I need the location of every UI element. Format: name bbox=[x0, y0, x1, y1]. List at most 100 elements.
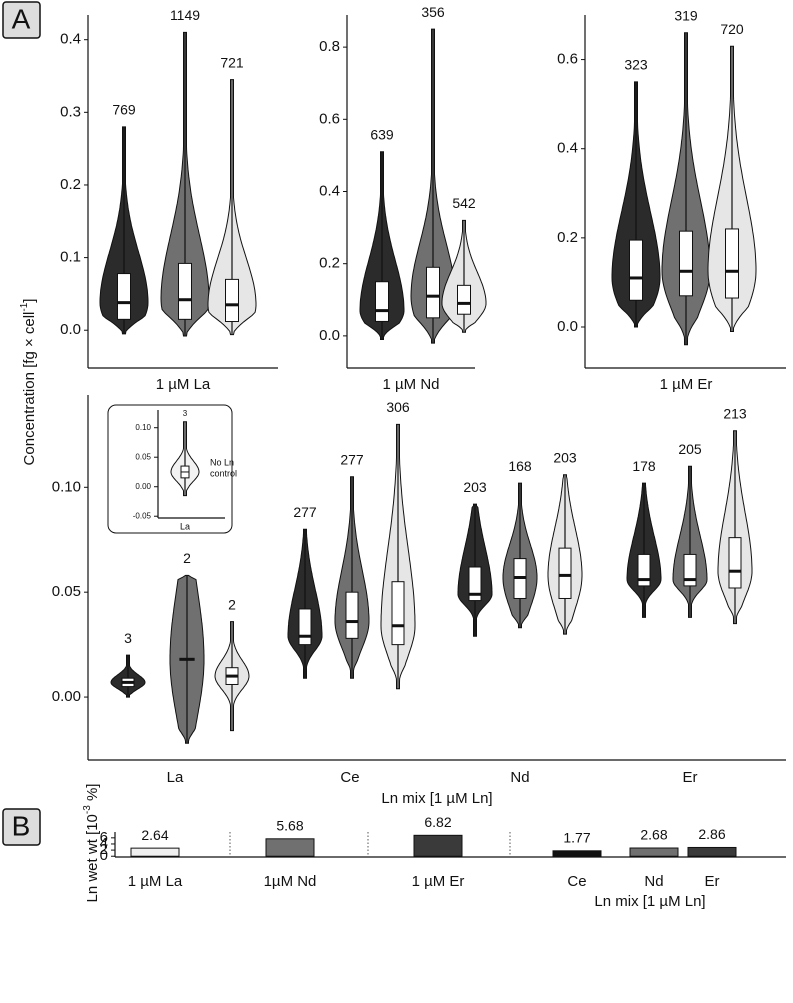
y-axis-label-part: %] bbox=[84, 784, 101, 806]
y-tick-label: 0.10 bbox=[52, 478, 81, 495]
n-label: 721 bbox=[220, 54, 244, 70]
n-label: 178 bbox=[632, 458, 656, 474]
n-label: 323 bbox=[624, 57, 648, 73]
y-tick-label: 0.8 bbox=[319, 38, 340, 55]
n-label: 168 bbox=[508, 458, 532, 474]
y-axis-label-part: Concentration [fg × cell bbox=[21, 312, 38, 466]
panel-label: B bbox=[12, 810, 31, 841]
x-axis-label: Ln mix [1 µM Ln] bbox=[594, 893, 705, 910]
y-tick-label: 0.3 bbox=[60, 103, 81, 120]
box bbox=[558, 547, 572, 599]
box bbox=[178, 262, 192, 320]
box bbox=[426, 266, 440, 319]
y-tick-label: 0.6 bbox=[557, 51, 578, 68]
value-label: 6.82 bbox=[424, 814, 451, 830]
box bbox=[683, 553, 697, 587]
n-label: 319 bbox=[674, 8, 698, 24]
bar bbox=[265, 838, 315, 857]
n-label: 205 bbox=[678, 441, 702, 457]
y-tick-label: 0.10 bbox=[135, 423, 151, 432]
box bbox=[345, 591, 359, 639]
n-label: 769 bbox=[112, 102, 136, 118]
n-label: 356 bbox=[421, 4, 445, 20]
bar bbox=[413, 834, 463, 857]
x-tick-label: 1 µM La bbox=[128, 873, 183, 890]
y-tick-label: 0 bbox=[100, 847, 108, 864]
y-tick-label: 0.0 bbox=[60, 321, 81, 338]
box bbox=[728, 537, 742, 589]
value-label: 5.68 bbox=[276, 818, 303, 834]
x-tick-label: 1µM Nd bbox=[264, 873, 317, 890]
box bbox=[629, 239, 643, 301]
panel-label-box bbox=[2, 808, 41, 846]
y-tick-label: 0.00 bbox=[135, 482, 151, 491]
n-label: 639 bbox=[370, 126, 394, 142]
bar bbox=[687, 846, 737, 857]
x-tick-label: 1 µM Er bbox=[412, 873, 465, 890]
y-tick-label: 6 bbox=[100, 829, 108, 846]
y-axis-label: Concentration [fg × cell-1] bbox=[19, 299, 38, 466]
n-label: 1149 bbox=[170, 7, 200, 23]
n-label: 3 bbox=[124, 630, 132, 646]
inset-note: No Ln bbox=[210, 457, 234, 467]
y-tick-label: 0.1 bbox=[60, 249, 81, 266]
box bbox=[117, 273, 131, 320]
box bbox=[468, 566, 482, 602]
inset-note: control bbox=[210, 468, 237, 478]
y-tick-label: 0.4 bbox=[60, 31, 81, 48]
y-tick-label: 4 bbox=[100, 835, 108, 852]
n-label: 213 bbox=[723, 405, 747, 421]
bar bbox=[130, 847, 180, 857]
y-tick-label: 0.4 bbox=[557, 140, 578, 157]
y-axis-label-part: Ln wet wt [10 bbox=[84, 814, 101, 902]
y-tick-label: 2 bbox=[100, 841, 108, 858]
inset-frame bbox=[107, 404, 233, 534]
y-tick-label: 0.2 bbox=[60, 176, 81, 193]
x-tick-label: Ce bbox=[567, 873, 586, 890]
n-label: 542 bbox=[452, 195, 476, 211]
box bbox=[225, 278, 239, 323]
x-tick-label: Er bbox=[705, 873, 720, 890]
x-tick-label: Nd bbox=[510, 769, 529, 786]
x-tick-label: 1 µM La bbox=[156, 376, 211, 393]
bar bbox=[629, 847, 679, 857]
value-label: 2.68 bbox=[640, 827, 667, 843]
panel-label-box bbox=[2, 1, 41, 39]
y-tick-label: 0.2 bbox=[319, 255, 340, 272]
y-axis-label-part: -1 bbox=[19, 302, 30, 311]
x-tick-label: La bbox=[167, 769, 184, 786]
box bbox=[637, 553, 651, 587]
y-tick-label: 0.00 bbox=[52, 688, 81, 705]
y-tick-label: 0.0 bbox=[557, 318, 578, 335]
x-tick-label: Ce bbox=[340, 769, 359, 786]
n-label: 306 bbox=[386, 399, 410, 415]
value-label: 1.77 bbox=[563, 830, 590, 846]
box bbox=[298, 608, 312, 646]
x-tick-label: Er bbox=[683, 769, 698, 786]
box bbox=[391, 581, 405, 646]
x-tick-label: La bbox=[180, 521, 190, 531]
n-label: 277 bbox=[340, 452, 364, 468]
x-tick-label: Nd bbox=[644, 873, 663, 890]
y-tick-label: 0.05 bbox=[135, 452, 151, 461]
value-label: 2.86 bbox=[698, 826, 725, 842]
box bbox=[679, 230, 693, 297]
n-label: 203 bbox=[553, 449, 577, 465]
y-axis-label: Ln wet wt [10-3 %] bbox=[82, 784, 101, 903]
y-tick-label: 0.6 bbox=[319, 110, 340, 127]
x-axis-label: Ln mix [1 µM Ln] bbox=[381, 790, 492, 807]
n-label: 2 bbox=[228, 596, 236, 612]
x-tick-label: 1 µM Nd bbox=[383, 376, 440, 393]
bar bbox=[552, 850, 602, 857]
y-tick-label: 0.2 bbox=[557, 229, 578, 246]
y-tick-label: 0.05 bbox=[52, 583, 81, 600]
n-label: 277 bbox=[293, 504, 317, 520]
y-tick-label: -0.05 bbox=[133, 511, 152, 520]
x-tick-label: 1 µM Er bbox=[660, 376, 713, 393]
n-label: 3 bbox=[183, 409, 188, 418]
y-tick-label: 0.0 bbox=[319, 327, 340, 344]
box bbox=[375, 281, 389, 322]
value-label: 2.64 bbox=[141, 827, 168, 843]
n-label: 720 bbox=[720, 21, 744, 37]
